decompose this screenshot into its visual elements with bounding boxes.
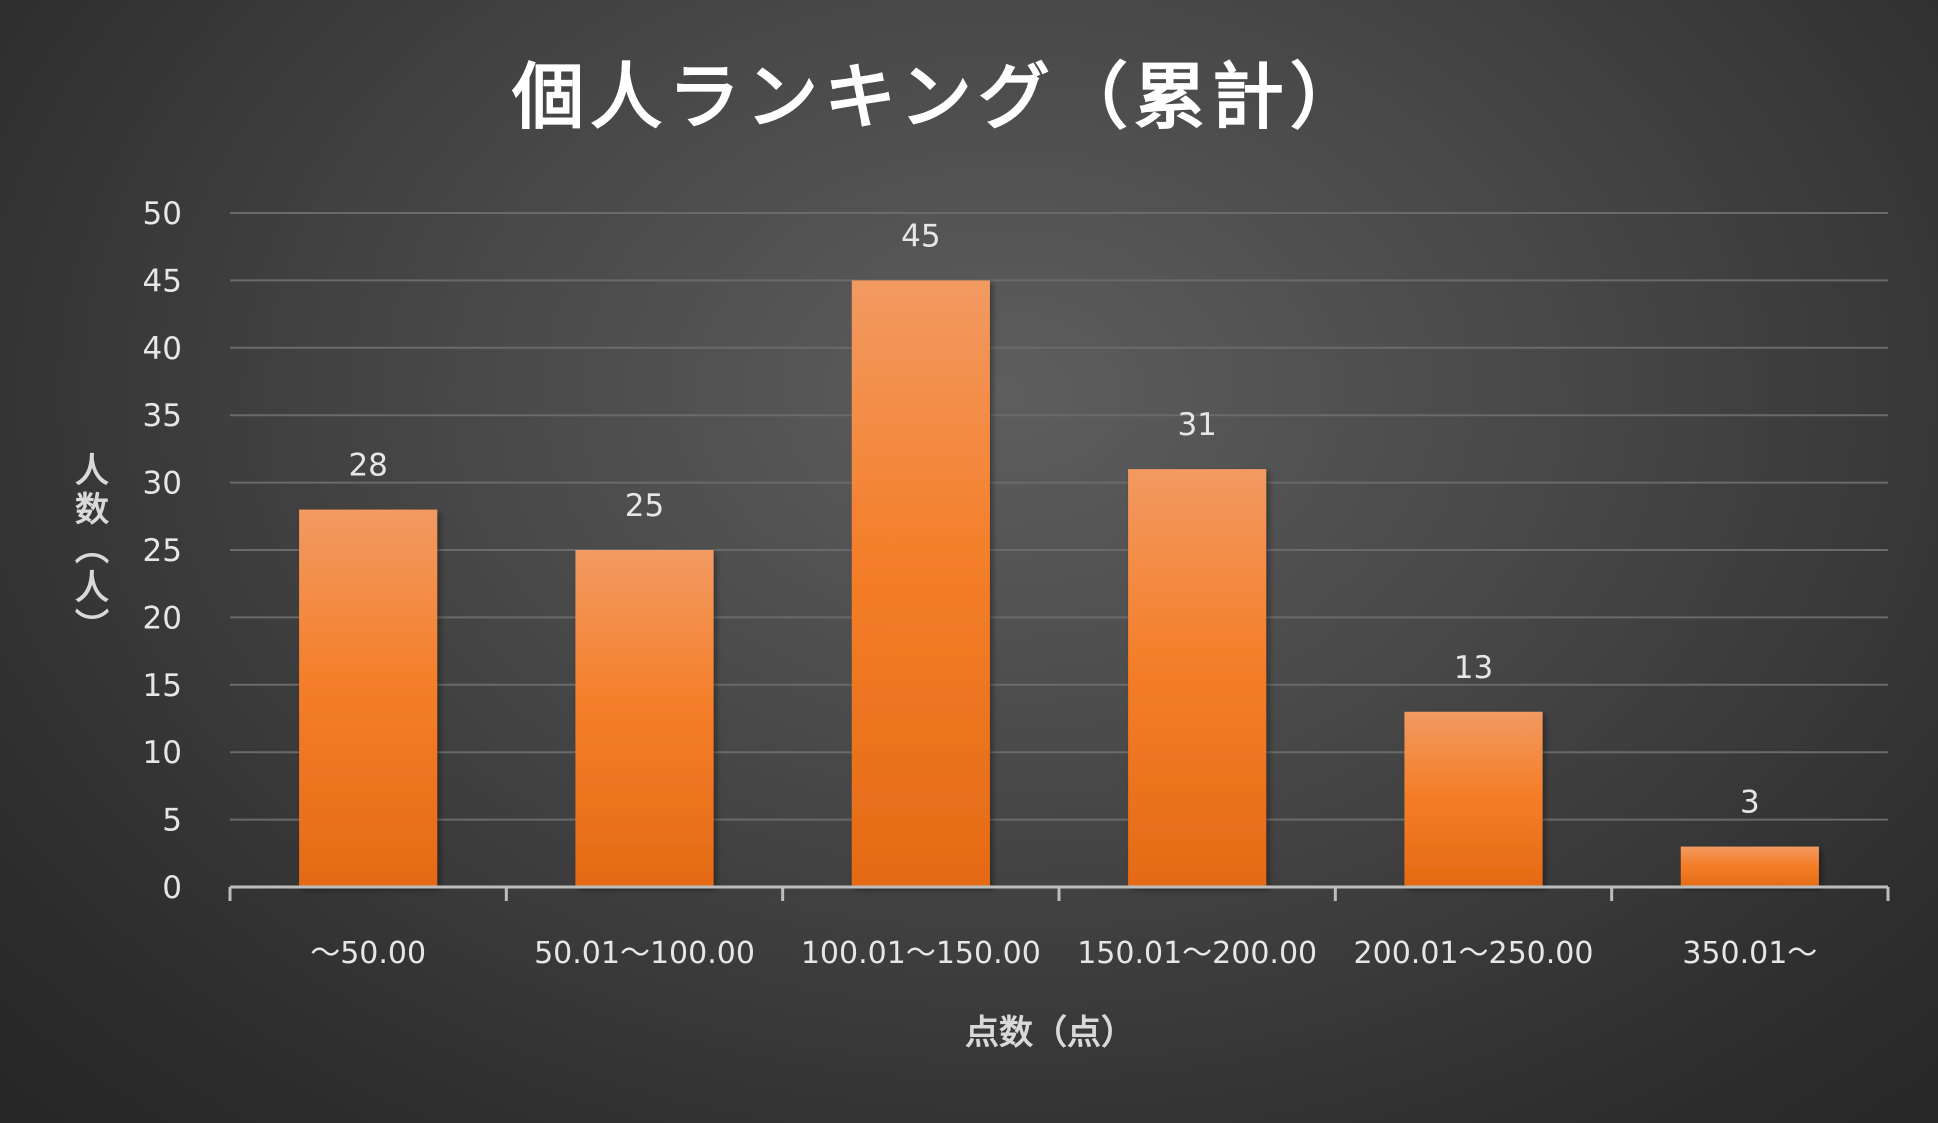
category-label: 50.01～100.00 xyxy=(534,936,755,971)
y-tick-label: 50 xyxy=(143,196,182,232)
category-label: 150.01～200.00 xyxy=(1077,936,1317,971)
data-label: 28 xyxy=(348,448,387,484)
category-label: 200.01～250.00 xyxy=(1354,936,1594,971)
y-tick-label: 15 xyxy=(143,668,182,704)
y-tick-label: 35 xyxy=(143,398,182,434)
gridlines xyxy=(230,212,1888,821)
bar xyxy=(299,509,438,887)
y-tick-label: 45 xyxy=(143,263,182,299)
y-tick-label: 10 xyxy=(143,735,182,771)
y-tick-label: 30 xyxy=(143,466,182,502)
y-axis-title-text: 人数︵人︶ xyxy=(75,451,109,647)
data-label: 31 xyxy=(1177,407,1216,443)
category-label: 100.01～150.00 xyxy=(801,936,1041,971)
data-labels: 28 25 45 31 13 3 xyxy=(348,218,1759,820)
y-tick-label: 20 xyxy=(143,600,182,636)
y-axis-title: 人数︵人︶ xyxy=(75,451,109,647)
y-tick-label: 0 xyxy=(162,870,182,906)
bar xyxy=(851,280,990,887)
bars xyxy=(299,280,1819,887)
data-label: 45 xyxy=(901,218,940,254)
x-axis-category-labels: ～50.00 50.01～100.00 100.01～150.00 150.01～20… xyxy=(310,936,1817,971)
bar xyxy=(1680,846,1819,887)
y-tick-label: 25 xyxy=(143,533,182,569)
data-label: 13 xyxy=(1454,650,1493,686)
bar xyxy=(575,550,714,887)
x-axis xyxy=(228,885,1890,901)
y-axis-tick-labels: 0 5 10 15 20 25 30 35 40 45 50 xyxy=(143,196,182,906)
bar xyxy=(1404,711,1543,887)
data-label: 3 xyxy=(1740,785,1760,821)
bar xyxy=(1128,469,1267,887)
data-label: 25 xyxy=(625,488,664,524)
category-label: ～50.00 xyxy=(310,936,426,971)
y-tick-label: 40 xyxy=(143,331,182,367)
category-label: 350.01～ xyxy=(1682,936,1817,971)
x-axis-title: 点数（点） xyxy=(965,1013,1135,1053)
y-tick-label: 5 xyxy=(162,803,182,839)
chart-title: 個人ランキング（累計） xyxy=(511,55,1368,139)
